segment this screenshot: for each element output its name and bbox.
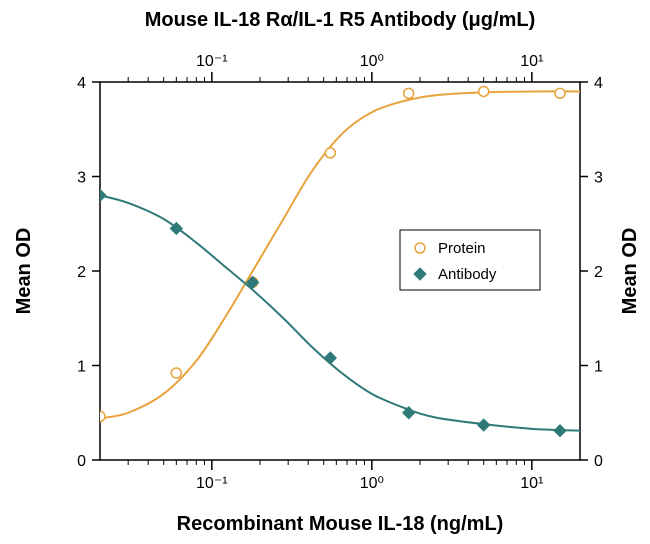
y-left-tick-label: 4 — [77, 75, 86, 92]
left-y-axis-title: Mean OD — [13, 228, 35, 315]
protein-marker — [555, 88, 565, 98]
y-left-tick-label: 0 — [77, 453, 86, 470]
protein-marker — [325, 148, 335, 158]
y-right-tick-label: 2 — [594, 264, 603, 281]
x-tick-label: 10¹ — [520, 475, 543, 492]
y-left-tick-label: 1 — [77, 359, 86, 376]
legend-label: Antibody — [438, 266, 497, 283]
chart-svg: 10⁻¹ 10⁰ 10¹ 10⁻¹ 10⁰ 10¹ 0 1 2 3 4 0 1 2 3 4 Mouse IL-1… — [0, 0, 650, 544]
protein-marker — [95, 412, 105, 422]
x-top-tick-label: 10⁰ — [360, 53, 384, 70]
x-tick-label: 10⁻¹ — [196, 475, 228, 492]
legend-swatch-circle-icon — [415, 243, 425, 253]
antibody-marker — [94, 189, 106, 201]
bottom-x-axis-title: Recombinant Mouse IL-18 (ng/mL) — [177, 513, 504, 535]
chart-container: 10⁻¹ 10⁰ 10¹ 10⁻¹ 10⁰ 10¹ 0 1 2 3 4 0 1 2 3 4 Mouse IL-1… — [0, 0, 650, 544]
x-tick-label: 10⁰ — [360, 475, 384, 492]
antibody-marker — [324, 352, 336, 364]
x-top-tick-label: 10⁻¹ — [196, 53, 228, 70]
y-right-tick-label: 1 — [594, 359, 603, 376]
y-right-tick-label: 4 — [594, 75, 603, 92]
protein-marker — [479, 86, 489, 96]
y-right-tick-label: 3 — [594, 170, 603, 187]
y-left-tick-label: 3 — [77, 170, 86, 187]
top-axis-title: Mouse IL-18 Rα/IL-1 R5 Antibody (μg/mL) — [145, 9, 535, 31]
y-right-tick-label: 0 — [594, 453, 603, 470]
y-left-tick-label: 2 — [77, 264, 86, 281]
antibody-marker — [554, 425, 566, 437]
protein-marker — [171, 368, 181, 378]
x-top-tick-label: 10¹ — [520, 53, 543, 70]
protein-marker — [404, 88, 414, 98]
legend-label: Protein — [438, 240, 486, 257]
right-y-axis-title: Mean OD — [619, 228, 641, 315]
antibody-marker — [478, 419, 490, 431]
